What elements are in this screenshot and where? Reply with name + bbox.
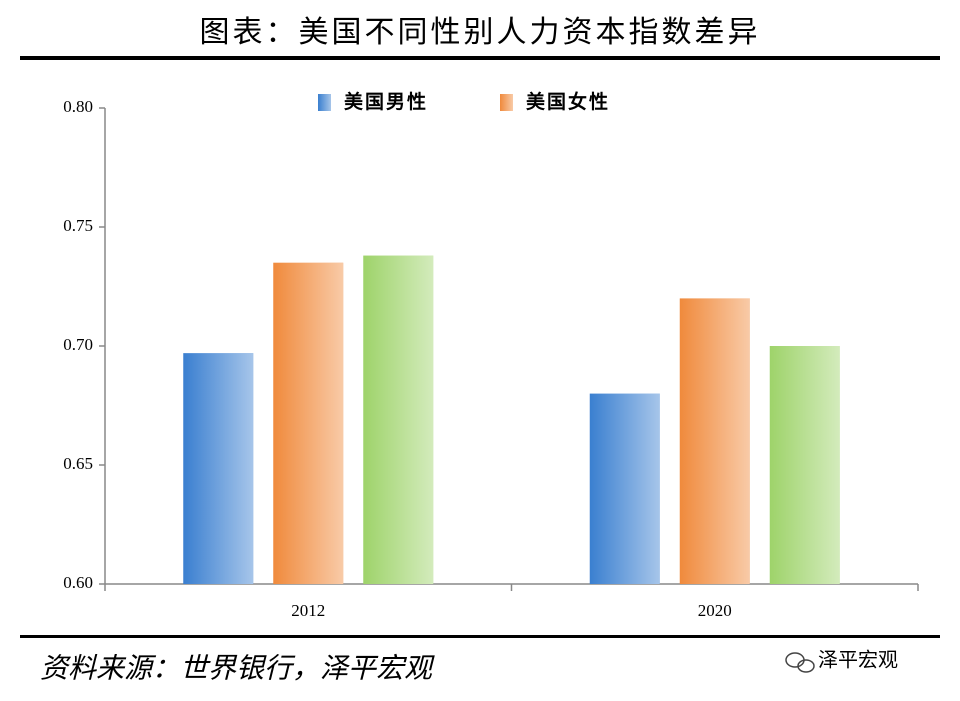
- watermark: 泽平宏观: [818, 648, 898, 672]
- legend-swatch-shine: [500, 94, 513, 111]
- watermark-icon: [785, 652, 815, 673]
- bar-shine: [679, 298, 750, 584]
- bar-shine: [183, 353, 254, 584]
- bar-shine: [273, 262, 344, 584]
- x-tick-label: 2012: [291, 601, 325, 620]
- y-tick-label: 0.60: [63, 573, 93, 592]
- x-tick-label: 2020: [698, 601, 732, 620]
- y-tick-label: 0.80: [63, 97, 93, 116]
- footer-rule: [20, 635, 940, 638]
- bar-shine: [589, 393, 660, 584]
- title-rule: [20, 56, 940, 60]
- bar-shine: [363, 255, 434, 584]
- y-tick-label: 0.75: [63, 216, 93, 235]
- legend-label: 美国男性: [344, 90, 428, 113]
- chart-title: 图表：美国不同性别人力资本指数差异: [200, 15, 761, 50]
- source: 资料来源：世界银行，泽平宏观: [40, 652, 435, 685]
- bar-shine: [769, 346, 840, 584]
- legend-swatch-shine: [318, 94, 331, 111]
- y-tick-label: 0.70: [63, 335, 93, 354]
- legend-label: 美国女性: [526, 90, 610, 113]
- y-tick-label: 0.65: [63, 454, 93, 473]
